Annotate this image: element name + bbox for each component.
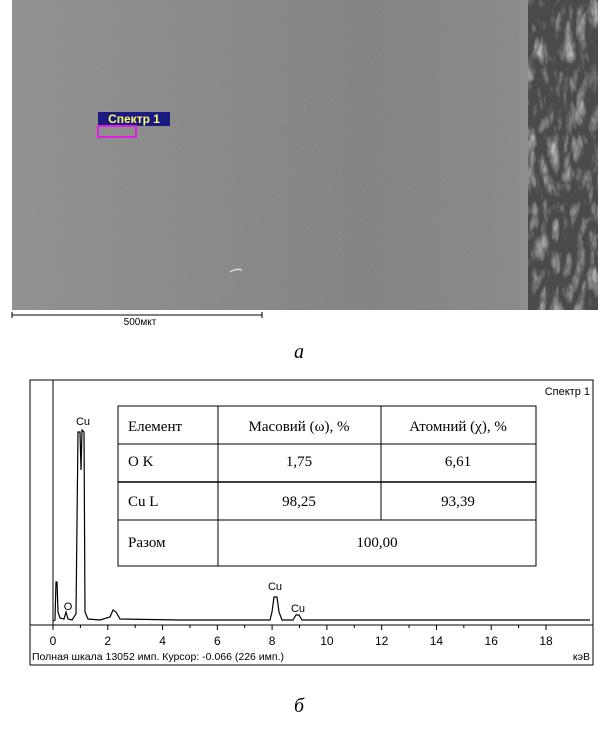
table-cell: 93,39 (441, 494, 475, 510)
x-tick-label: 4 (159, 634, 166, 648)
x-tick-label: 2 (104, 634, 111, 648)
table-cell: Разом (128, 535, 166, 551)
table-header: Елемент (128, 419, 182, 435)
table-cell: 6,61 (445, 454, 471, 470)
caption: а (294, 341, 304, 363)
x-tick-label: 10 (320, 634, 334, 648)
table-cell: O K (128, 454, 154, 470)
x-tick-label: 8 (269, 634, 276, 648)
x-tick-label: 16 (485, 634, 499, 648)
footer: Полная шкала 13052 имп. Курсор: -0.066 (… (32, 651, 284, 663)
figure: Спектр 1 500мкт а Спектр 1 0 2 4 6 8 10 12 14 16… (0, 0, 598, 731)
peak-label: Cu (76, 416, 90, 428)
table-cell: Cu L (128, 494, 158, 510)
peak-label: Cu (291, 603, 305, 615)
x-tick-label: 6 (214, 634, 221, 648)
table-header: Атомний (χ), % (409, 419, 507, 435)
x-tick-label: 18 (539, 634, 553, 648)
x-tick-label: 12 (375, 634, 389, 648)
x-tick-label: 14 (430, 634, 444, 648)
peak-label: O (64, 601, 73, 613)
table-cell: 1,75 (286, 454, 312, 470)
spectrum-title: Спектр 1 (545, 386, 590, 398)
x-unit: кэВ (573, 651, 590, 663)
x-tick-label: 0 (50, 634, 57, 648)
caption: б (294, 695, 305, 717)
spectrum-label: Спектр 1 (108, 112, 160, 126)
sem-image (12, 0, 598, 310)
peak-label: Cu (268, 581, 282, 593)
table-header: Масовий (ω), % (249, 419, 350, 435)
scale-bar-label: 500мкт (124, 317, 157, 328)
table-cell: 100,00 (356, 535, 397, 551)
table-cell: 98,25 (282, 494, 316, 510)
